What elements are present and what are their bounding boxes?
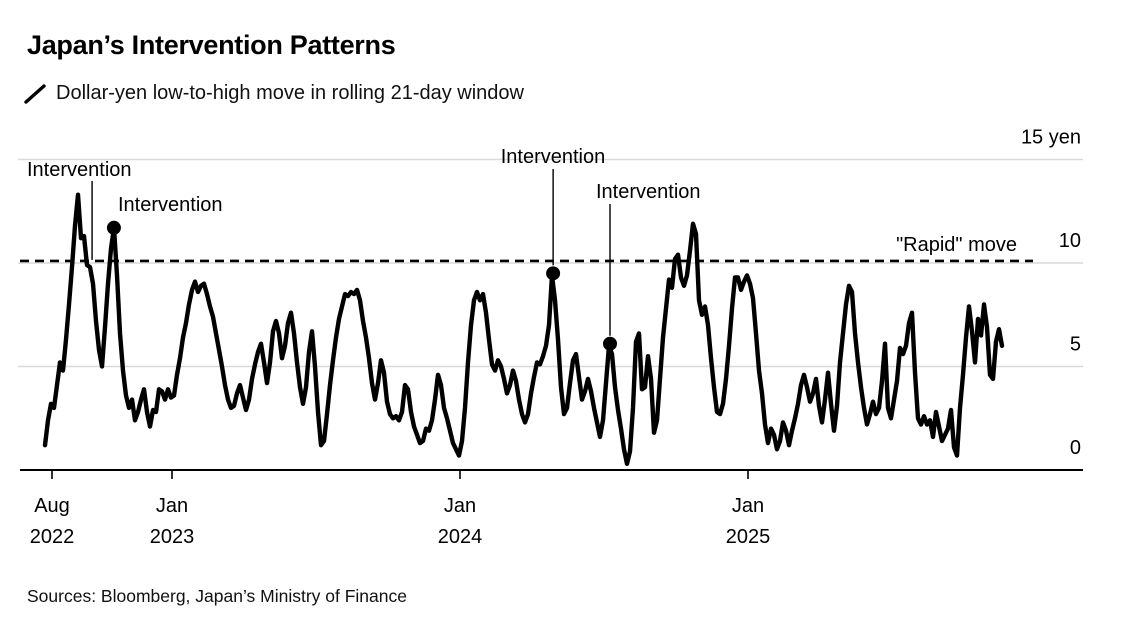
series-line [42,192,1005,466]
x-tick-label-month: Aug [34,495,70,517]
intervention-label: Intervention [118,194,223,216]
gridlines [18,158,1083,368]
y-tick-label-10: 10 [1059,230,1081,252]
rapid-move-threshold: "Rapid" move [20,234,1033,263]
intervention-line-chart: "Rapid" move 0 5 10 15 yen Aug 2022 Jan 2023 Jan… [18,127,1083,549]
series-line-group [42,192,1005,466]
sources-note: Sources: Bloomberg, Japan’s Ministry of … [27,586,407,606]
x-tick-label-month: Jan [156,495,188,517]
x-tick-label-year: 2025 [726,526,771,548]
axis-labels: 0 5 10 15 yen Aug 2022 Jan 2023 Jan 2024 Jan 2025 [30,127,1081,549]
chart-subtitle: Dollar-yen low-to-high move in rolling 2… [56,82,524,104]
x-tick-label-year: 2022 [30,526,75,548]
x-tick-label-year: 2023 [150,526,195,548]
page-title: Japan’s Intervention Patterns [27,30,396,60]
rapid-move-label: "Rapid" move [896,234,1017,256]
intervention-dot [546,266,561,281]
intervention-dot [106,220,121,235]
x-tick-label-month: Jan [444,495,476,517]
chart-legend-row: Dollar-yen low-to-high move in rolling 2… [24,82,524,105]
intervention-label: Intervention [596,181,701,203]
intervention-label: Intervention [501,146,606,168]
intervention-label: Intervention [27,159,132,181]
x-tick-label-year: 2024 [438,526,483,548]
y-tick-label-15: 15 yen [1021,127,1081,149]
line-series-key-icon [24,83,46,104]
x-tick-label-month: Jan [732,495,764,517]
x-axis [20,469,1083,479]
intervention-annotations: Intervention Intervention Intervention Inte… [27,146,701,351]
y-tick-label-5: 5 [1070,334,1081,356]
y-tick-label-0: 0 [1070,437,1081,459]
intervention-dot [603,336,617,351]
